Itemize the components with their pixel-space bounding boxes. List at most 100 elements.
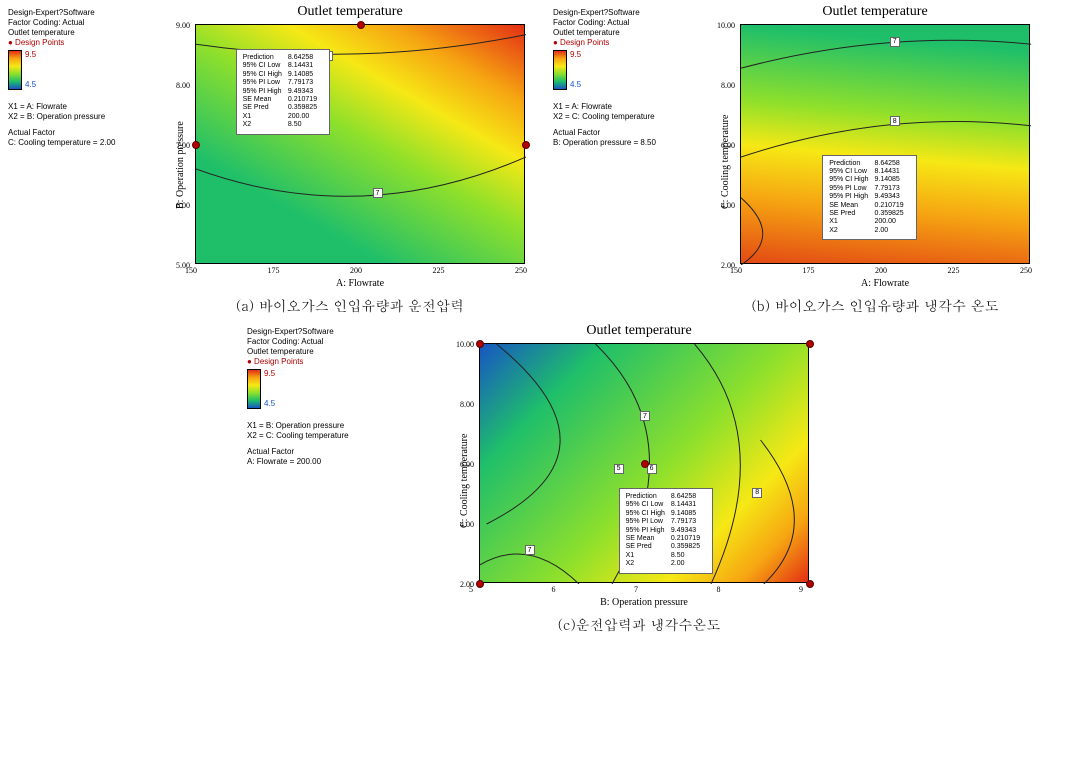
- pred-label: 95% CI Low: [829, 168, 874, 176]
- table-row: Prediction8.64258: [829, 160, 910, 168]
- factor-coding: Factor Coding: Actual: [553, 18, 696, 28]
- pred-value: 200.00: [288, 113, 323, 121]
- pred-label: 95% PI Low: [243, 79, 288, 87]
- x-tick: 150: [185, 266, 197, 275]
- x-axis-label: A: Flowrate: [740, 278, 1030, 289]
- response-label: Outlet temperature: [8, 28, 151, 38]
- legend-a: Design-Expert?SoftwareFactor Coding: Act…: [0, 4, 155, 315]
- x-tick: 250: [1020, 266, 1032, 275]
- actual-factor: Actual FactorB: Operation pressure = 8.5…: [553, 128, 696, 148]
- pred-label: X1: [829, 218, 874, 226]
- pred-value: 8.64258: [288, 54, 323, 62]
- chart-col-b: Outlet temperatureC: Cooling temperature…: [700, 4, 1050, 315]
- factor-line-1: X2 = B: Operation pressure: [8, 112, 151, 122]
- table-row: 95% CI High9.14085: [626, 510, 707, 518]
- y-tick: 9.00: [176, 21, 190, 30]
- x-tick: 9: [799, 585, 803, 594]
- design-point-3: [806, 340, 814, 348]
- chart-title: Outlet temperature: [439, 323, 839, 339]
- pred-label: SE Pred: [626, 543, 671, 551]
- x-axis-label: B: Operation pressure: [479, 597, 809, 608]
- prediction-table: Prediction8.6425895% CI Low8.1443195% CI…: [243, 54, 324, 130]
- pred-label: SE Mean: [829, 202, 874, 210]
- pred-value: 8.14431: [874, 168, 909, 176]
- x-tick: 7: [634, 585, 638, 594]
- pred-value: 9.14085: [874, 176, 909, 184]
- table-row: SE Mean0.210719: [829, 202, 910, 210]
- design-points-label: ● Design Points: [553, 38, 696, 48]
- y-tick: 4.00: [721, 201, 735, 210]
- prediction-table: Prediction8.6425895% CI Low8.1443195% CI…: [626, 493, 707, 569]
- actual-factor: Actual FactorC: Cooling temperature = 2.…: [8, 128, 151, 148]
- pred-label: 95% CI Low: [243, 62, 288, 70]
- colorbar-high: 9.5: [25, 50, 36, 60]
- pred-label: SE Mean: [626, 535, 671, 543]
- y-tick: 7.00: [176, 141, 190, 150]
- x-tick: 250: [515, 266, 527, 275]
- pred-value: 7.79173: [874, 185, 909, 193]
- pred-label: Prediction: [829, 160, 874, 168]
- pred-label: Prediction: [626, 493, 671, 501]
- table-row: X1200.00: [243, 113, 324, 121]
- software-header: Design-Expert?Software: [553, 8, 696, 18]
- table-row: 95% CI Low8.14431: [829, 168, 910, 176]
- pred-label: 95% CI Low: [626, 501, 671, 509]
- x-tick: 5: [469, 585, 473, 594]
- factor-line-1: X2 = C: Cooling temperature: [247, 431, 435, 441]
- response-label: Outlet temperature: [553, 28, 696, 38]
- pred-value: 8.50: [671, 552, 706, 560]
- x-tick: 150: [730, 266, 742, 275]
- table-row: SE Mean0.210719: [626, 535, 707, 543]
- table-row: X22.00: [626, 560, 707, 568]
- legend-b: Design-Expert?SoftwareFactor Coding: Act…: [545, 4, 700, 315]
- design-point-0: [192, 141, 200, 149]
- table-row: 95% CI High9.14085: [243, 71, 324, 79]
- contour-label-1: 8: [890, 116, 900, 126]
- colorbar-labels: 9.5 4.5: [261, 369, 275, 409]
- table-row: X22.00: [829, 227, 910, 235]
- x-tick: 6: [552, 585, 556, 594]
- y-axis-label: B: Operation pressure: [175, 121, 186, 209]
- contour-plot-a: 87Prediction8.6425895% CI Low8.1443195% …: [195, 24, 525, 264]
- design-point-4: [641, 460, 649, 468]
- legend-c: Design-Expert?SoftwareFactor Coding: Act…: [239, 323, 439, 634]
- design-point-0: [476, 580, 484, 588]
- pred-label: SE Pred: [829, 210, 874, 218]
- colorbar: 9.54.5: [553, 50, 696, 90]
- colorbar-low: 4.5: [264, 399, 275, 409]
- design-point-2: [357, 21, 365, 29]
- table-row: SE Pred0.359825: [829, 210, 910, 218]
- colorbar-gradient: [8, 50, 22, 90]
- table-row: X1200.00: [829, 218, 910, 226]
- table-row: X18.50: [626, 552, 707, 560]
- bottom-row: Design-Expert?SoftwareFactor Coding: Act…: [0, 319, 1078, 638]
- pred-label: 95% PI Low: [626, 518, 671, 526]
- design-points-label: ● Design Points: [247, 357, 435, 367]
- pred-value: 9.14085: [671, 510, 706, 518]
- pred-value: 200.00: [874, 218, 909, 226]
- top-row: Design-Expert?SoftwareFactor Coding: Act…: [0, 0, 1078, 319]
- chart-title: Outlet temperature: [700, 4, 1050, 20]
- colorbar-low: 4.5: [25, 80, 36, 90]
- pred-value: 8.14431: [671, 501, 706, 509]
- x-tick: 8: [717, 585, 721, 594]
- pred-label: X1: [626, 552, 671, 560]
- pred-value: 9.49343: [288, 88, 323, 96]
- pred-label: 95% PI High: [829, 193, 874, 201]
- colorbar-high: 9.5: [264, 369, 275, 379]
- y-tick: 10.00: [717, 21, 735, 30]
- software-header: Design-Expert?Software: [247, 327, 435, 337]
- table-row: 95% PI High9.49343: [243, 88, 324, 96]
- x-tick: 225: [948, 266, 960, 275]
- panel-a: Design-Expert?SoftwareFactor Coding: Act…: [0, 0, 545, 319]
- factor-line-0: X1 = A: Flowrate: [8, 102, 151, 112]
- pred-value: 2.00: [874, 227, 909, 235]
- colorbar: 9.5 4.5: [247, 369, 435, 409]
- caption-b: (b) 바이오가스 인입유량과 냉각수 온도: [700, 295, 1050, 315]
- table-row: 95% CI High9.14085: [829, 176, 910, 184]
- table-row: 95% PI Low7.79173: [243, 79, 324, 87]
- pred-value: 7.79173: [288, 79, 323, 87]
- x-tick: 225: [433, 266, 445, 275]
- design-points-label: ● Design Points: [8, 38, 151, 48]
- pred-value: 0.210719: [288, 96, 323, 104]
